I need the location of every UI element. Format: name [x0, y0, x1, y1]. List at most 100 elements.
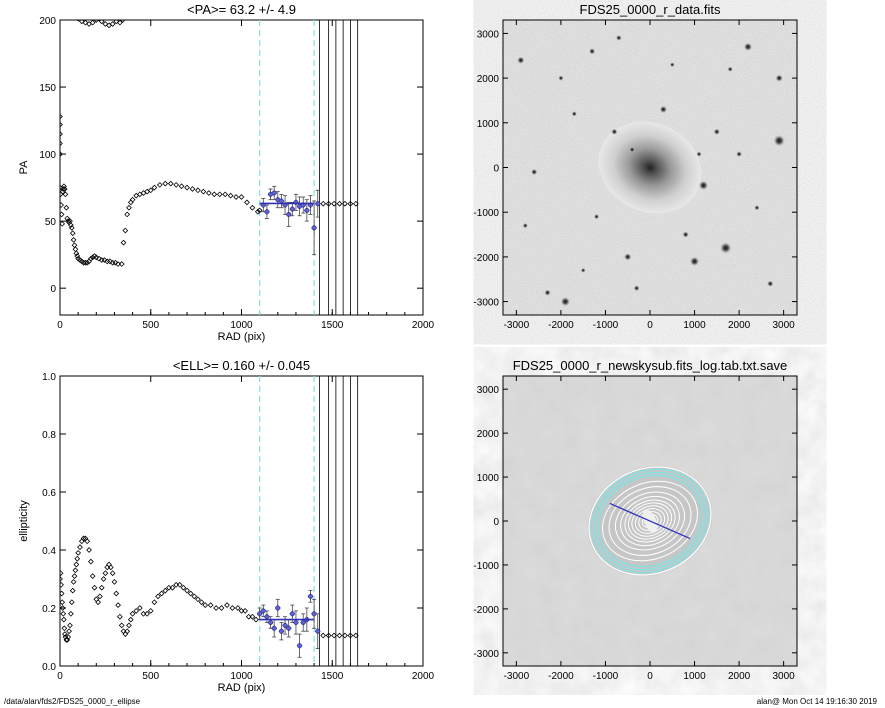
data-point: [107, 258, 113, 265]
star: [696, 151, 702, 157]
data-point: [127, 199, 134, 206]
plot-area: [60, 20, 359, 315]
star: [558, 75, 564, 82]
data-point: [187, 590, 194, 597]
y-tick-label: 0: [50, 284, 56, 295]
data-point: [144, 610, 150, 617]
data-point: [136, 605, 143, 611]
data-point: [97, 593, 103, 600]
isophote: [620, 495, 680, 547]
data-point: [129, 196, 136, 203]
star: [727, 66, 734, 73]
data-point: [102, 21, 109, 27]
data-point: [331, 200, 337, 207]
fit-point: [267, 619, 274, 626]
fit-point: [278, 628, 284, 634]
y-tick-label: 200: [39, 16, 56, 27]
fit-point: [293, 619, 299, 626]
y-tick-label: 1000: [477, 473, 500, 484]
data-point: [249, 613, 256, 620]
star: [659, 105, 668, 114]
x-tick-label: -1000: [593, 320, 619, 331]
x-tick-label: -3000: [504, 671, 530, 682]
x-tick-label: -3000: [504, 320, 530, 331]
fit-point: [286, 211, 292, 217]
data-point: [213, 605, 219, 611]
data-point: [86, 547, 92, 553]
data-point: [60, 202, 64, 208]
x-tick-label: 0: [647, 320, 653, 331]
data-point: [119, 20, 126, 23]
data-point: [95, 599, 101, 606]
data-point: [93, 20, 100, 23]
x-tick-label: -2000: [548, 671, 574, 682]
data-point: [60, 616, 67, 623]
y-tick-label: 2000: [477, 74, 500, 85]
y-axis-label: PA: [18, 160, 30, 175]
data-point: [78, 20, 85, 25]
data-point: [156, 182, 163, 188]
data-point: [336, 200, 343, 207]
data-point: [107, 564, 114, 571]
fit-point: [289, 206, 295, 212]
data-point: [60, 220, 66, 227]
data-point: [73, 561, 80, 568]
fit-point: [297, 643, 303, 649]
data-point: [106, 561, 112, 568]
star: [698, 180, 709, 191]
data-point: [235, 605, 241, 611]
x-tick-label: 0: [647, 671, 653, 682]
data-point: [76, 20, 80, 22]
data-point: [253, 616, 259, 623]
isophote: [608, 486, 692, 556]
data-point: [352, 200, 359, 207]
star: [560, 296, 571, 307]
fit-isophote: [594, 471, 706, 571]
major-axis-line: [609, 502, 691, 540]
y-tick-label: 150: [39, 83, 56, 94]
star: [522, 222, 529, 229]
x-tick-label: 3000: [773, 671, 796, 682]
data-point: [62, 631, 68, 637]
star: [633, 284, 640, 292]
isophote-image-plot: -3000 -2000 -1000 0 1000 2000 3000 -3000 -2000 -1…: [473, 358, 798, 682]
footer-timestamp: alan@ Mon Oct 14 19:16:30 2019: [756, 697, 877, 706]
data-point: [82, 20, 89, 26]
star: [754, 204, 760, 211]
data-point: [195, 596, 201, 603]
fit-point: [264, 209, 270, 215]
data-point: [151, 599, 158, 606]
data-point: [96, 255, 102, 262]
star: [766, 280, 774, 288]
fit-point: [260, 608, 266, 614]
data-point: [113, 590, 120, 597]
data-point: [211, 191, 218, 198]
fit-point: [315, 628, 321, 634]
x-tick-label: 1000: [230, 320, 253, 331]
data-point: [61, 625, 68, 632]
y-tick-label: 50: [45, 217, 57, 228]
y-tick-label: -3000: [473, 649, 499, 660]
fit-point: [315, 201, 321, 207]
star: [628, 146, 636, 153]
data-point: [124, 628, 131, 635]
sky-image: [503, 20, 797, 315]
data-point: [60, 121, 63, 128]
data-point: [167, 180, 174, 187]
y-tick-label: 0.6: [42, 488, 56, 499]
ellipticity-profile-plot: 0 500 1000 1500 2000 0.0 0.2 0.4 0.6 0.8 1.0 <ELL>=…: [18, 358, 435, 694]
y-tick-label: -2000: [473, 605, 499, 616]
plot-title: FDS25_0000_r_data.fits: [580, 2, 721, 17]
data-point: [61, 183, 67, 190]
y-tick-label: 0.8: [42, 430, 56, 441]
y-tick-label: -3000: [473, 298, 499, 309]
star: [530, 168, 538, 176]
data-point: [72, 567, 79, 574]
data-point: [202, 602, 209, 608]
y-tick-label: 0.0: [42, 662, 56, 673]
data-point: [61, 186, 68, 192]
y-tick-label: 0.4: [42, 546, 56, 557]
data-point: [151, 184, 158, 191]
data-point: [254, 208, 261, 215]
x-tick-label: 1000: [683, 320, 706, 331]
